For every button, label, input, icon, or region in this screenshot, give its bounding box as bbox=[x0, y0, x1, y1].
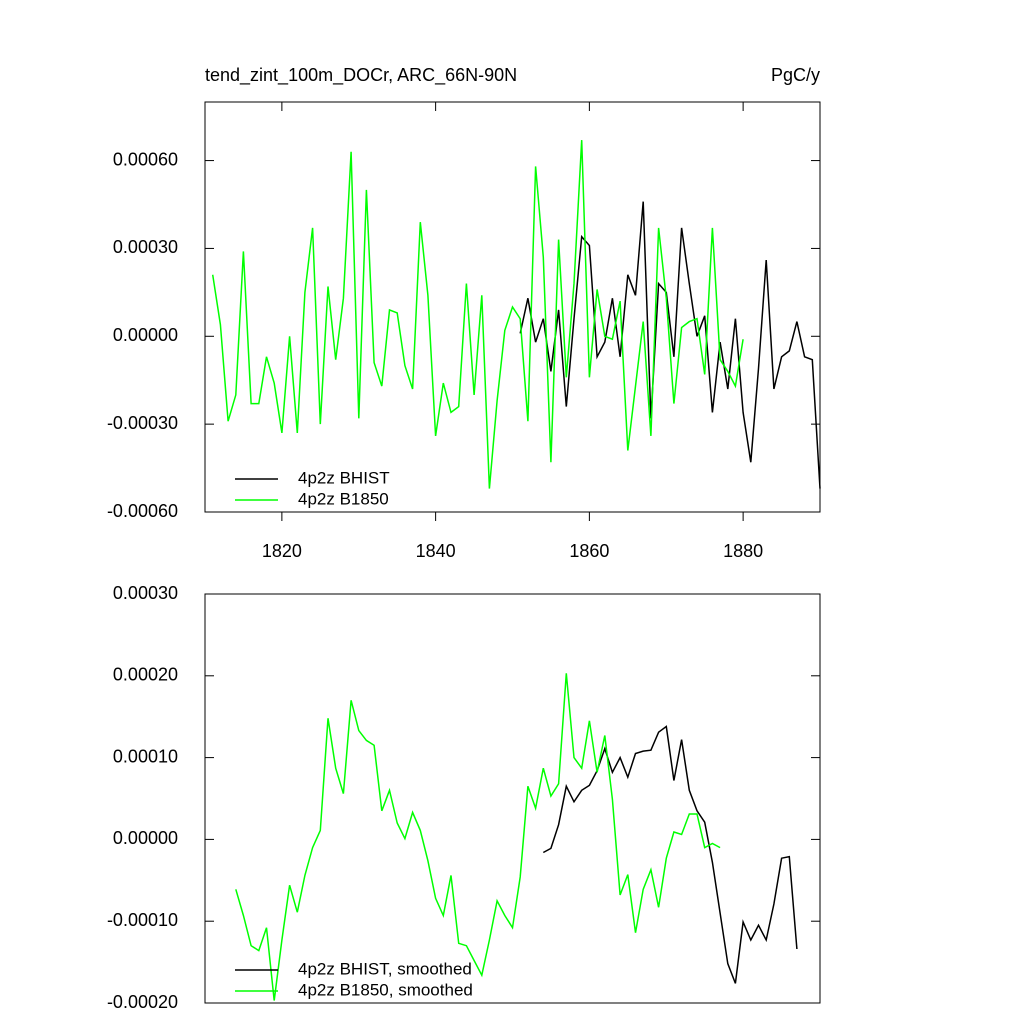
y-tick-label: 0.00030 bbox=[113, 583, 178, 603]
y-tick-label: 0.00000 bbox=[113, 325, 178, 345]
series-line bbox=[519, 201, 821, 489]
y-tick-label: -0.00030 bbox=[107, 413, 178, 433]
y-tick-label: -0.00060 bbox=[107, 501, 178, 521]
legend-label: 4p2z BHIST, smoothed bbox=[298, 959, 472, 978]
plot-frame bbox=[204, 593, 821, 1004]
x-tick-label: 1820 bbox=[262, 541, 302, 561]
series-line bbox=[211, 140, 744, 489]
y-tick-label: 0.00030 bbox=[113, 237, 178, 257]
y-tick-label: 0.00060 bbox=[113, 149, 178, 169]
y-tick-label: 0.00020 bbox=[113, 665, 178, 685]
y-tick-label: -0.00020 bbox=[107, 992, 178, 1012]
legend-label: 4p2z B1850 bbox=[298, 489, 389, 508]
legend-label: 4p2z B1850, smoothed bbox=[298, 980, 473, 999]
x-tick-label: 1860 bbox=[569, 541, 609, 561]
x-tick-label: 1880 bbox=[723, 541, 763, 561]
y-tick-label: 0.00000 bbox=[113, 828, 178, 848]
legend-label: 4p2z BHIST bbox=[298, 468, 390, 487]
y-tick-label: 0.00010 bbox=[113, 746, 178, 766]
series-line bbox=[542, 725, 798, 984]
chart-title: tend_zint_100m_DOCr, ARC_66N-90N bbox=[205, 65, 517, 86]
series-line bbox=[235, 673, 721, 1001]
plot-frame bbox=[204, 101, 821, 513]
x-tick-label: 1840 bbox=[416, 541, 456, 561]
y-tick-label: -0.00010 bbox=[107, 910, 178, 930]
units-label: PgC/y bbox=[771, 65, 820, 85]
